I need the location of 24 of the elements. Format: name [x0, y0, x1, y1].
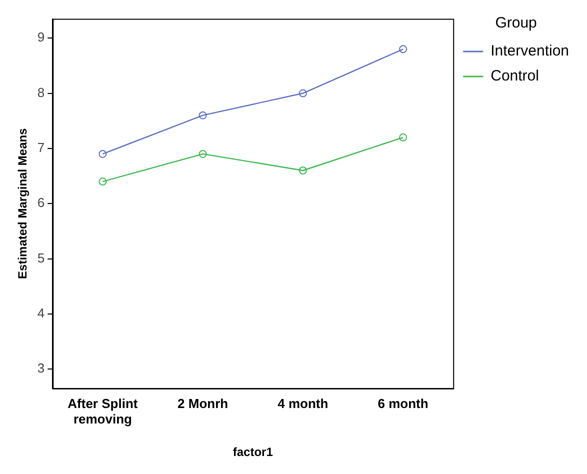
point	[198, 150, 207, 158]
point	[298, 89, 307, 98]
point	[298, 166, 307, 174]
point	[98, 150, 107, 158]
y-tick-label: 8	[37, 84, 45, 100]
legend-label: Intervention	[490, 42, 570, 60]
y-tick-label: 4	[37, 306, 45, 321]
y-tick-label: 6	[37, 195, 45, 210]
y-axis-title: Estimated Marginal Means	[16, 128, 30, 279]
x-tick-label: After Splint removing	[68, 396, 138, 426]
y-tick-label: 9	[37, 30, 45, 45]
x-axis-title: factor1	[232, 445, 274, 460]
point	[399, 133, 408, 142]
point	[98, 178, 107, 186]
legend-title: Group	[495, 14, 537, 32]
point	[198, 111, 207, 120]
x-tick-label: 6 month	[378, 396, 428, 411]
point	[399, 45, 408, 54]
y-tick-label: 3	[37, 360, 45, 376]
x-tick-label: 2 Monrh	[178, 396, 228, 411]
y-tick-label: 5	[37, 250, 45, 266]
legend-label: Control	[490, 68, 539, 85]
x-tick-label: 4 month	[278, 396, 328, 411]
y-tick-label: 7	[37, 140, 45, 156]
